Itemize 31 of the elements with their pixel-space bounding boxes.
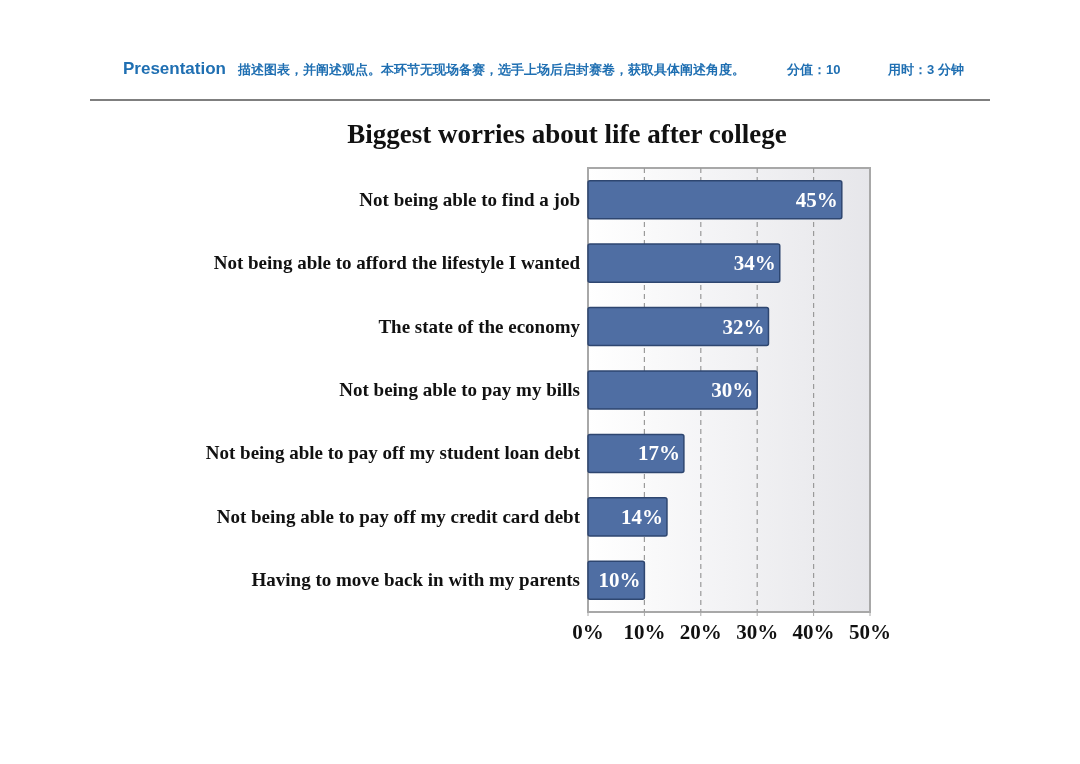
data-label: 45% xyxy=(795,187,838,212)
text: Presentation xyxy=(123,59,226,78)
y-tick-label: Not being able to pay off my credit card debt xyxy=(216,505,581,527)
x-tick-label: 30% xyxy=(736,620,779,644)
data-label: 14% xyxy=(620,504,663,529)
bar xyxy=(587,370,758,410)
y-tick-label: Not being able to pay my bills xyxy=(339,379,580,400)
y-tick-label: Having to move back in with my parents xyxy=(251,569,580,591)
bar xyxy=(587,497,668,537)
bar xyxy=(587,306,770,347)
data-label: 32% xyxy=(722,314,765,339)
data-label: 10% xyxy=(598,568,641,593)
x-tick-label: 40% xyxy=(792,620,835,644)
text: 描述图表，并阐述观点。本环节无现场备赛，选手上场后启封赛卷，获取具体阐述角度。 xyxy=(237,62,745,77)
x-tick-label: 0% xyxy=(572,620,604,644)
text: 用时：3 分钟 xyxy=(887,62,964,77)
text: 分值：10 xyxy=(786,62,841,77)
data-label: 17% xyxy=(637,441,680,466)
y-tick-label: Not being able to find a job xyxy=(359,188,580,210)
y-tick-label: Not being able to pay off my student loan debt xyxy=(205,442,581,464)
x-tick-label: 50% xyxy=(849,620,891,644)
bar xyxy=(587,179,843,220)
y-tick-label: Not being able to afford the lifestyle I wanted xyxy=(213,252,581,274)
data-label: 34% xyxy=(733,251,776,276)
bar xyxy=(587,433,685,474)
data-label: 30% xyxy=(711,378,754,402)
chart-title: Biggest worries about life after college xyxy=(347,119,787,149)
x-tick-label: 10% xyxy=(623,620,666,644)
bar xyxy=(587,243,781,283)
y-tick-label: The state of the economy xyxy=(378,315,581,337)
x-tick-label: 20% xyxy=(679,620,722,644)
